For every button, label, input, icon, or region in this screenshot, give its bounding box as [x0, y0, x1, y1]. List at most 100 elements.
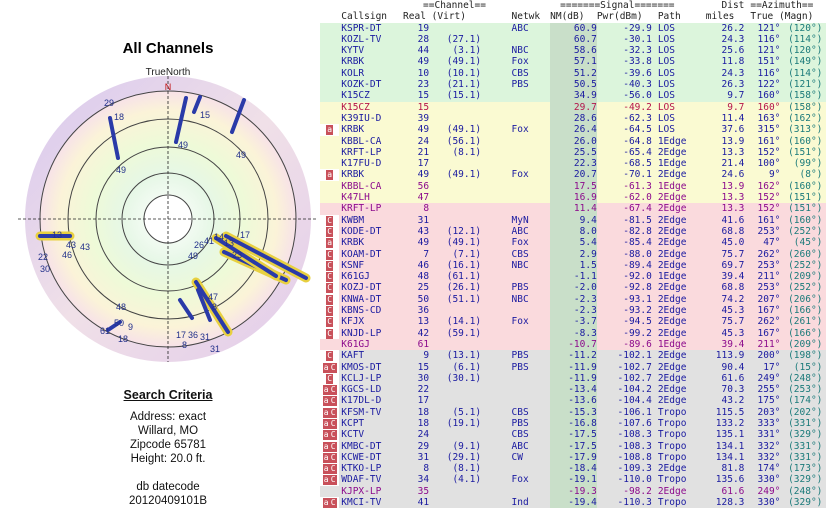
station-row[interactable]: C KODE-DT 43 (12.1) ABC 8.0 -82.8 2Edge 68.8 253°… — [320, 225, 826, 238]
station-row[interactable]: K61GJ 61 -10.7 -89.6 1Edge 39.4 211° (209°) — [320, 338, 826, 351]
station-row[interactable]: a C WDAF-TV 34 (4.1) Fox -19.1 -110.0 Tropo 135.6… — [320, 474, 826, 486]
power-cell: -40.3 — [623, 79, 652, 91]
station-row[interactable]: KBBL-CA 24 (56.1) 26.0 -64.8 1Edge 13.9 161° (16… — [320, 135, 826, 147]
azimuth-cell: 253° (252°) — [744, 282, 826, 293]
station-row[interactable]: a C KCTV 24 CBS -17.5 -108.3 Tropo 135.1 331° (329… — [320, 429, 826, 441]
station-row[interactable]: C KAFT 9 (13.1) PBS -11.2 -102.1 2Edge 113.9 200°… — [320, 350, 826, 362]
station-row[interactable]: a KRBK 49 (49.1) Fox 5.4 -85.4 2Edge 45.0 47° (45°… — [320, 237, 826, 249]
station-row[interactable]: C KFJX 13 (14.1) Fox -3.7 -94.5 2Edge 75.7 262° (2… — [320, 316, 826, 328]
row-marker: C — [320, 248, 340, 260]
station-row[interactable]: C KBNS-CD 36 -2.3 -93.2 2Edge 45.3 167° (166°) — [320, 305, 826, 317]
dist-cell: 41.6 — [721, 214, 745, 226]
network-cell: ABC — [511, 225, 529, 237]
station-row[interactable]: KOZL-TV 28 (27.1) 60.7 -30.1 LOS 24.3 116° (114°… — [320, 33, 826, 46]
station-row[interactable]: KOLR 10 (10.1) CBS 51.2 -39.6 LOS 24.3 116° (114°… — [320, 67, 826, 80]
magnetic-azimuth: (331°) — [788, 440, 823, 452]
callsign-cell: KCWE-DT — [341, 451, 382, 463]
network-cell: Ind — [511, 497, 529, 509]
true-azimuth: 211° — [757, 338, 781, 350]
station-row[interactable]: C KNWA-DT 50 (51.1) NBC -2.3 -93.1 2Edge 74.2 207… — [320, 293, 826, 306]
callsign-cell: KBBL-CA — [341, 180, 382, 192]
power-cell: -98.2 — [623, 485, 652, 497]
station-row[interactable]: KRBK 49 (49.1) Fox 57.1 -33.8 LOS 11.8 151° (149°… — [320, 56, 826, 68]
station-row[interactable]: KJPX-LP 35 -19.3 -98.2 2Edge 61.6 249° (248°) — [320, 485, 826, 498]
station-row[interactable]: K39IU-D 39 28.6 -62.3 LOS 11.4 163° (162°) — [320, 112, 826, 125]
station-row[interactable]: KOZK-DT 23 (21.1) PBS 50.5 -40.3 LOS 26.3 122° (1… — [320, 79, 826, 91]
station-row[interactable]: a C K17DL-D 17 -13.6 -104.4 2Edge 43.2 175° (174°… — [320, 395, 826, 407]
col-azimuth: True (Magn) — [744, 11, 826, 22]
row-marker: a — [320, 124, 340, 136]
col-real-virt: Real (Virt) — [403, 11, 511, 22]
network-cell: ABC — [511, 22, 529, 34]
row-marker: C — [320, 350, 340, 362]
power-cell: -88.0 — [623, 248, 652, 260]
power-cell: -70.1 — [623, 169, 652, 181]
radar-channel-label: 48 — [116, 302, 126, 312]
real-channel: 7 — [423, 248, 430, 260]
nm-cell: -11.9 — [550, 372, 597, 385]
azimuth-cell: 161° (160°) — [744, 215, 826, 226]
path-cell: LOS — [657, 112, 675, 124]
station-row[interactable]: C KWBM 31 MyN 9.4 -81.5 2Edge 41.6 161° (160°) — [320, 214, 826, 226]
virtual-channel: (6.1) — [452, 361, 482, 373]
station-row[interactable]: C KOZJ-DT 25 (26.1) PBS -2.0 -92.8 2Edge 68.8 253… — [320, 282, 826, 294]
station-row[interactable]: K17FU-D 17 22.3 -68.5 1Edge 21.4 100° (99°) — [320, 158, 826, 170]
station-row[interactable]: K15CZ 15 (15.1) 34.9 -56.0 LOS 9.7 160° (158°) — [320, 90, 826, 102]
azimuth-cell: 249° (248°) — [744, 486, 826, 497]
station-row[interactable]: KRFT-LP 8 11.4 -67.4 2Edge 13.3 152° (151°) — [320, 203, 826, 215]
station-row[interactable]: C KSNF 46 (16.1) NBC 1.5 -89.4 2Edge 69.7 253° (25… — [320, 259, 826, 272]
nm-cell: 60.7 — [550, 33, 597, 46]
magnetic-azimuth: (120°) — [788, 22, 823, 34]
station-row[interactable]: KYTV 44 (3.1) NBC 58.6 -32.3 LOS 25.6 121° (120°) — [320, 45, 826, 57]
virtual-channel: (29.1) — [446, 451, 482, 463]
radar-channel-label: 49 — [116, 165, 126, 175]
channel-cell: 47 — [403, 192, 511, 203]
station-row[interactable]: KBBL-CA 56 17.5 -61.3 1Edge 13.9 162° (160°) — [320, 180, 826, 193]
real-channel: 9 — [423, 350, 430, 362]
station-row[interactable]: a C KTKO-LP 8 (8.1) -18.4 -109.3 2Edge 81.8 174°(… — [320, 463, 826, 475]
magnetic-azimuth: (209°) — [788, 338, 823, 350]
col-magn: (Magn) — [779, 11, 814, 23]
station-row[interactable]: C KOAM-DT 7 (7.1) CBS 2.9 -88.0 2Edge 75.7 262° (2… — [320, 248, 826, 260]
station-row[interactable]: a KRBK 49 (49.1) Fox 26.4 -64.5 LOS 37.6 315° (313… — [320, 124, 826, 136]
azimuth-cell: 211° (209°) — [744, 271, 826, 282]
station-row[interactable]: K47LH 47 16.9 -62.0 2Edge 13.3 152° (151°) — [320, 192, 826, 204]
azimuth-cell: 17° (15°) — [744, 362, 826, 373]
magnetic-azimuth: (114°) — [788, 67, 823, 79]
station-row[interactable]: C KCLJ-LP 30 (30.1) -11.9 -102.7 2Edge 61.6 249°… — [320, 372, 826, 385]
nm-cell: 26.0 — [550, 135, 597, 147]
marker-badge: C — [326, 249, 334, 260]
true-azimuth: 47° — [763, 237, 781, 249]
real-channel: 31 — [417, 451, 430, 463]
station-row[interactable]: a C KCPT 18 (19.1) PBS -16.8 -107.6 Tropo 133.2 33… — [320, 417, 826, 430]
path-cell: 2Edge — [657, 203, 687, 215]
magnetic-azimuth: (160°) — [788, 180, 823, 192]
station-row[interactable]: a C KGCS-LD 22 -13.4 -104.2 2Edge 70.3 255° (253°… — [320, 384, 826, 396]
real-channel: 17 — [417, 158, 430, 170]
path-cell: 2Edge — [657, 372, 687, 384]
station-row[interactable]: C KNJD-LP 42 (59.1) -8.3 -99.2 2Edge 45.3 167° (1… — [320, 327, 826, 339]
true-azimuth: 175° — [757, 395, 781, 407]
station-row[interactable]: a C KFSM-TV 18 (5.1) CBS -15.3 -106.1 Tropo 115.5… — [320, 406, 826, 418]
station-row[interactable]: KSPR-DT 19 ABC 60.9 -29.9 LOS 26.2 121° (120°) — [320, 22, 826, 34]
station-row[interactable]: a C KMCI-TV 41 Ind -19.4 -110.3 Tropo 128.3 330°(… — [320, 497, 826, 509]
station-row[interactable]: C K61GJ 48 (61.1) -1.1 -92.0 1Edge 39.4 211° (209… — [320, 271, 826, 283]
radar-channel-label: 13 — [52, 230, 62, 240]
power-cell: -67.4 — [623, 203, 652, 215]
station-row[interactable]: a C KMBC-DT 29 (9.1) ABC -17.5 -108.3 Tropo 134.1… — [320, 440, 826, 452]
callsign-cell: KAFT — [341, 350, 365, 362]
nm-cell: -2.3 — [550, 305, 597, 317]
station-row[interactable]: a KRBK 49 (49.1) Fox 20.7 -70.1 2Edge 24.6 9° (8°) — [320, 169, 826, 181]
station-row[interactable]: KRFT-LP 21 (8.1) 25.5 -65.4 2Edge 13.3 152° (151… — [320, 146, 826, 159]
azimuth-cell: 262° (261°) — [744, 316, 826, 327]
nm-cell: -13.6 — [550, 395, 597, 407]
station-row[interactable]: K15CZ 15 29.7 -49.2 LOS 9.7 160° (158°) — [320, 101, 826, 113]
channel-cell: 48 (61.1) — [403, 271, 511, 282]
callsign-cell: KTKO-LP — [341, 463, 382, 475]
azimuth-cell: 9° (8°) — [744, 169, 826, 180]
col-true: True — [750, 11, 774, 23]
station-row[interactable]: a C KMOS-DT 15 (6.1) PBS -11.9 -102.7 2Edge 90.4 1… — [320, 361, 826, 373]
azimuth-cell: 333° (331°) — [744, 418, 826, 429]
station-row[interactable]: a C KCWE-DT 31 (29.1) CW -17.9 -108.8 Tropo 134.1… — [320, 451, 826, 464]
